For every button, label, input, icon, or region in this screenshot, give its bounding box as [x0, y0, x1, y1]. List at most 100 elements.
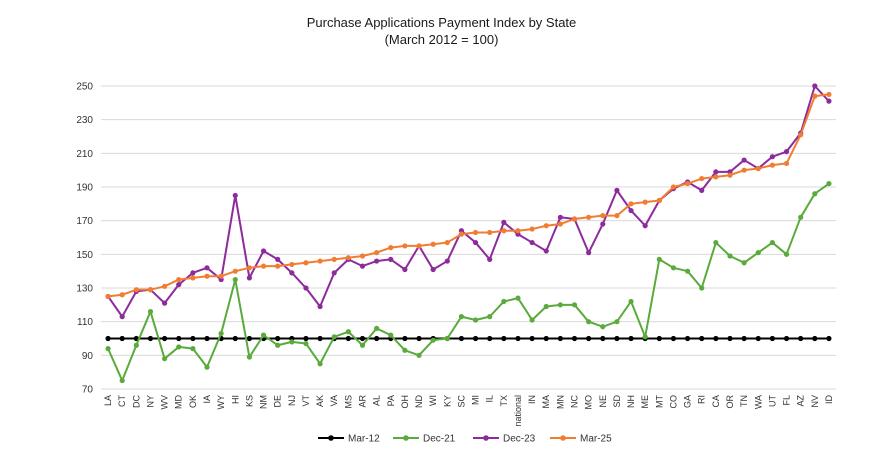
legend-item: Dec-23	[473, 434, 536, 445]
x-tick-label: NY	[145, 395, 155, 408]
legend-label: Mar-25	[580, 434, 612, 445]
y-tick-label: 250	[76, 82, 93, 93]
data-point	[670, 184, 677, 190]
data-point	[317, 258, 323, 264]
data-point	[232, 268, 238, 274]
data-point	[656, 197, 662, 204]
data-point	[105, 346, 111, 352]
data-point	[614, 335, 620, 342]
x-tick-label: NV	[810, 395, 820, 408]
data-point	[147, 335, 154, 342]
data-point	[571, 335, 578, 342]
data-point	[444, 258, 450, 264]
data-point	[543, 335, 549, 342]
y-tick-label: 110	[77, 317, 93, 328]
x-tick-label: CA	[711, 395, 721, 408]
data-point	[812, 335, 818, 342]
data-point	[119, 292, 125, 298]
data-point	[769, 162, 775, 168]
data-point	[190, 335, 196, 342]
data-point	[755, 335, 761, 342]
legend-label: Dec-21	[423, 434, 456, 445]
data-point	[826, 335, 832, 342]
data-point	[487, 229, 493, 236]
data-point	[289, 339, 295, 345]
data-point	[783, 251, 790, 257]
x-tick-label: IN	[527, 395, 537, 404]
data-point	[642, 334, 648, 340]
data-point	[557, 221, 563, 227]
data-point	[218, 273, 224, 279]
data-point	[430, 241, 436, 247]
x-tick-label: NH	[626, 395, 636, 408]
data-point	[458, 314, 465, 320]
legend: Mar-12 Dec-21 Dec-23 Mar-25	[318, 434, 612, 445]
data-point	[430, 337, 436, 343]
data-point	[444, 335, 450, 342]
data-point	[586, 214, 592, 220]
series-line	[107, 93, 830, 298]
data-point	[472, 317, 479, 323]
y-tick-label: 190	[76, 183, 93, 194]
data-point	[345, 329, 351, 335]
x-tick-label: NC	[570, 395, 580, 408]
x-tick-label: AR	[357, 395, 367, 408]
data-point	[699, 187, 705, 193]
data-point	[246, 335, 253, 342]
x-tick-label: WV	[160, 395, 170, 410]
data-point	[515, 295, 521, 301]
legend-label: Dec-23	[503, 434, 536, 445]
data-point	[614, 319, 620, 325]
data-point	[374, 250, 380, 256]
x-tick-label: AZ	[796, 395, 806, 407]
data-point	[586, 335, 592, 342]
data-point	[826, 98, 832, 104]
series-lines	[105, 83, 832, 384]
data-point	[783, 149, 790, 155]
x-tick-label: NM	[259, 395, 269, 409]
data-point	[374, 258, 380, 264]
data-point	[501, 228, 507, 234]
x-tick-label: OH	[400, 395, 410, 409]
data-point	[741, 260, 747, 266]
data-point	[105, 335, 111, 342]
data-point	[755, 165, 761, 172]
data-point	[727, 253, 733, 259]
data-point	[656, 256, 662, 262]
data-point	[487, 335, 493, 342]
data-point	[275, 256, 281, 262]
data-point	[614, 187, 620, 193]
data-point	[571, 302, 578, 308]
data-point	[204, 273, 210, 279]
data-point	[218, 330, 224, 337]
data-point	[416, 352, 422, 358]
data-point	[783, 160, 790, 167]
data-point	[246, 265, 253, 271]
data-point	[472, 229, 479, 236]
data-point	[303, 260, 309, 266]
data-point	[571, 216, 578, 222]
data-point	[260, 332, 267, 338]
data-point	[741, 335, 747, 342]
y-tick-label: 150	[76, 250, 93, 261]
data-point	[105, 293, 111, 300]
data-point	[628, 201, 634, 207]
data-point	[162, 300, 168, 306]
data-point	[416, 243, 422, 249]
data-point	[317, 335, 323, 342]
data-point	[374, 325, 380, 331]
y-tick-label: 70	[82, 385, 94, 396]
data-point	[741, 157, 747, 163]
x-tick-label: NJ	[287, 395, 297, 406]
data-point	[699, 175, 705, 182]
data-point	[586, 250, 592, 256]
data-point	[345, 335, 351, 342]
data-point	[331, 334, 337, 340]
x-tick-label: GA	[683, 395, 693, 408]
chart-title: Purchase Applications Payment Index by S…	[306, 15, 577, 30]
x-tick-label: DC	[131, 395, 141, 408]
series-mar-12	[105, 335, 832, 342]
data-point	[331, 270, 337, 276]
chart-title-block: Purchase Applications Payment Index by S…	[0, 14, 883, 48]
data-point	[204, 265, 210, 271]
